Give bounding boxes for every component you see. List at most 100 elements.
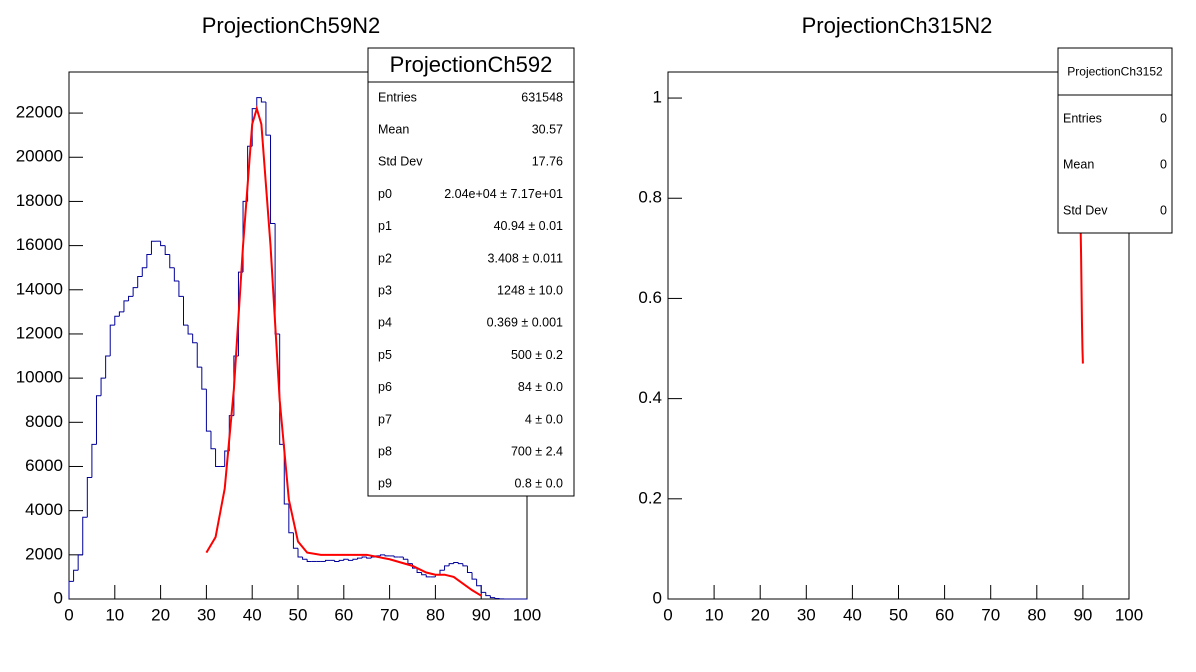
- histogram-bin: [141, 267, 147, 277]
- stats-value: 0: [1160, 157, 1167, 171]
- stats-value: 0: [1160, 111, 1167, 125]
- histogram-bin: [444, 565, 450, 571]
- stats-value: 30.57: [532, 122, 563, 136]
- histogram-bin: [164, 245, 170, 255]
- histogram-bin: [480, 585, 486, 593]
- chart-title: ProjectionCh315N2: [802, 13, 993, 38]
- histogram-bin: [173, 267, 179, 282]
- stats-value: 3.408 ± 0.011: [488, 251, 563, 265]
- histogram-bin: [485, 592, 491, 597]
- histogram-bin: [279, 333, 285, 445]
- x-tick-label: 100: [1115, 605, 1143, 624]
- stats-value: 40.94 ± 0.01: [494, 219, 563, 233]
- x-tick-label: 0: [64, 605, 73, 624]
- y-tick-label: 8000: [25, 412, 63, 431]
- x-tick-label: 50: [889, 605, 908, 624]
- histogram-bin: [366, 557, 372, 559]
- histogram-bin: [201, 367, 207, 390]
- x-tick-label: 60: [334, 605, 353, 624]
- y-tick-label: 0.2: [638, 488, 662, 507]
- histogram-bin: [466, 565, 473, 573]
- stats-value: 17.76: [532, 155, 563, 169]
- x-tick-label: 20: [751, 605, 770, 624]
- histogram-bin: [73, 569, 79, 582]
- y-tick-label: 20000: [16, 147, 63, 166]
- y-tick-label: 4000: [25, 500, 63, 519]
- x-tick-label: 10: [105, 605, 124, 624]
- y-tick-label: 0: [653, 588, 662, 607]
- histogram-bin: [379, 554, 386, 556]
- histogram-bin: [86, 477, 92, 518]
- histogram-bin: [302, 557, 308, 560]
- stats-label: p9: [378, 477, 392, 491]
- stats-value: 631548: [521, 90, 563, 104]
- histogram-bin: [109, 324, 115, 357]
- histogram-bin: [95, 395, 102, 445]
- histogram-bin: [288, 504, 294, 534]
- histogram-bin: [471, 572, 477, 580]
- histogram-bin: [77, 554, 83, 571]
- y-tick-label: 0.4: [638, 388, 662, 407]
- y-tick-label: 14000: [16, 279, 63, 298]
- stats-label: Std Dev: [378, 155, 423, 169]
- stats-value: 0.8 ± 0.0: [514, 477, 563, 491]
- histogram-bin: [453, 562, 459, 564]
- stats-label: p5: [378, 348, 392, 362]
- histogram-bin: [457, 562, 463, 565]
- histogram-bin: [384, 554, 390, 557]
- histogram-bin: [283, 444, 289, 505]
- histogram-bin: [306, 559, 312, 562]
- stats-label: p7: [378, 412, 392, 426]
- y-tick-label: 2000: [25, 544, 63, 563]
- histogram-bin: [169, 254, 175, 269]
- stats-label: p1: [378, 219, 392, 233]
- histogram-bin: [68, 580, 74, 599]
- histogram-bin: [187, 325, 193, 335]
- stats-label: p8: [378, 444, 392, 458]
- stats-value: 2.04e+04 ± 7.17e+01: [444, 187, 563, 201]
- x-tick-label: 40: [843, 605, 862, 624]
- histogram-bin: [128, 295, 134, 301]
- histogram-bin: [324, 559, 331, 562]
- x-tick-label: 30: [197, 605, 216, 624]
- histogram-bin: [292, 532, 298, 549]
- stats-value: 4 ± 0.0: [525, 412, 563, 426]
- histogram-bin: [192, 333, 198, 344]
- histogram-bin: [82, 516, 88, 555]
- histogram-bin: [274, 223, 280, 335]
- stats-value: 1248 ± 10.0: [497, 283, 563, 297]
- stats-label: Entries: [1063, 111, 1102, 125]
- histogram-bin: [150, 240, 157, 255]
- histogram-bin: [425, 574, 431, 578]
- histogram-bin: [393, 555, 399, 558]
- histogram-bin: [260, 97, 266, 103]
- x-tick-label: 70: [380, 605, 399, 624]
- y-tick-label: 12000: [16, 323, 63, 342]
- x-tick-label: 90: [1073, 605, 1092, 624]
- histogram-bin: [183, 296, 189, 326]
- y-tick-label: 18000: [16, 191, 63, 210]
- histogram-bin: [476, 579, 482, 587]
- fit-curve: [205, 105, 482, 597]
- x-tick-label: 80: [1027, 605, 1046, 624]
- histogram-bin: [407, 559, 413, 565]
- x-tick-label: 30: [797, 605, 816, 624]
- histogram-bin: [132, 287, 138, 297]
- y-tick-label: 16000: [16, 235, 63, 254]
- x-tick-label: 40: [243, 605, 262, 624]
- histogram-bin: [210, 431, 216, 450]
- y-tick-label: 1: [653, 88, 662, 107]
- x-tick-label: 70: [981, 605, 1000, 624]
- stats-label: p2: [378, 251, 392, 265]
- histogram-bin: [448, 563, 454, 566]
- y-tick-label: 0.8: [638, 188, 662, 207]
- x-tick-label: 100: [513, 605, 541, 624]
- x-tick-label: 50: [289, 605, 308, 624]
- x-tick-label: 90: [472, 605, 491, 624]
- histogram-bin: [196, 342, 202, 368]
- stats-box: [1057, 47, 1173, 234]
- histogram-bin: [489, 595, 495, 599]
- y-tick-label: 0: [54, 588, 63, 607]
- histogram-bin: [270, 135, 276, 225]
